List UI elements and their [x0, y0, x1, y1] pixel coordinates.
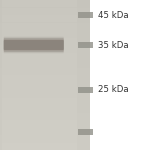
Bar — [78, 129, 93, 135]
Text: 35 kDa: 35 kDa — [98, 40, 128, 50]
Text: 45 kDa: 45 kDa — [98, 11, 128, 20]
Bar — [0, 142, 90, 150]
Bar — [0, 15, 90, 22]
Bar — [0, 38, 90, 45]
Bar — [0, 82, 90, 90]
FancyBboxPatch shape — [4, 38, 64, 52]
Bar — [2, 0, 76, 150]
Bar — [0, 68, 90, 75]
Bar — [0, 60, 90, 68]
Bar — [0, 0, 90, 150]
Bar — [0, 52, 90, 60]
Bar — [0, 90, 90, 98]
Bar — [0, 45, 90, 52]
Bar — [78, 87, 93, 93]
Bar — [0, 8, 90, 15]
Bar — [0, 30, 90, 38]
Bar — [0, 98, 90, 105]
Bar — [78, 12, 93, 18]
Bar — [0, 105, 90, 112]
Bar — [78, 42, 93, 48]
Bar — [0, 0, 90, 8]
Bar — [0, 135, 90, 142]
Text: 25 kDa: 25 kDa — [98, 85, 128, 94]
FancyBboxPatch shape — [4, 37, 64, 53]
FancyBboxPatch shape — [4, 40, 64, 50]
Bar — [0, 22, 90, 30]
Bar — [0, 75, 90, 82]
Bar — [0, 120, 90, 127]
Bar — [0, 112, 90, 120]
Bar — [0, 128, 90, 135]
